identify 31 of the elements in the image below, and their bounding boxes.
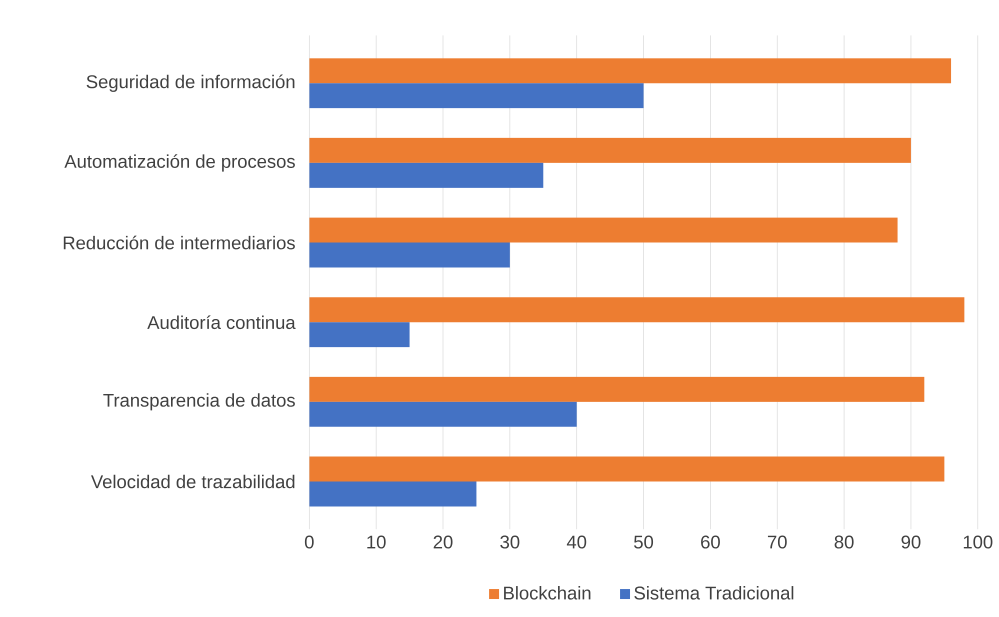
x-tick-label: 30 bbox=[500, 536, 520, 549]
x-tick-label: 40 bbox=[566, 536, 586, 549]
bar bbox=[309, 402, 577, 427]
bar bbox=[309, 242, 510, 268]
y-tick-label: Reducción de intermediarios bbox=[64, 236, 295, 250]
y-tick-label: Automatización de procesos bbox=[64, 154, 295, 172]
bar bbox=[309, 58, 952, 84]
y-tick-label: Transparencia de datos bbox=[103, 393, 295, 411]
y-tick-label: Velocidad de trazabilidad bbox=[91, 474, 294, 488]
legend-label: Blockchain bbox=[504, 586, 590, 600]
bar bbox=[309, 297, 964, 322]
bar bbox=[309, 482, 476, 507]
x-tick-label: 70 bbox=[768, 536, 787, 549]
bar bbox=[309, 456, 944, 482]
y-tick-label: Auditoría continua bbox=[147, 316, 296, 330]
bar bbox=[309, 377, 924, 402]
x-tick-label: 10 bbox=[367, 536, 386, 549]
x-tick-label: 50 bbox=[634, 536, 654, 549]
bar bbox=[309, 163, 544, 188]
bar bbox=[309, 218, 898, 243]
x-tick-label: 80 bbox=[834, 536, 854, 549]
y-tick-label: Seguridad de información bbox=[86, 74, 294, 92]
bar bbox=[309, 322, 410, 348]
bar bbox=[309, 138, 911, 164]
x-tick-label: 90 bbox=[902, 536, 920, 549]
legend-label: Sistema Tradicional bbox=[634, 586, 794, 600]
x-tick-label: 20 bbox=[434, 536, 453, 549]
bar bbox=[309, 83, 644, 108]
x-tick-label: 60 bbox=[701, 536, 720, 549]
x-tick-label: 100 bbox=[964, 536, 992, 549]
x-tick-label: 0 bbox=[304, 536, 314, 549]
